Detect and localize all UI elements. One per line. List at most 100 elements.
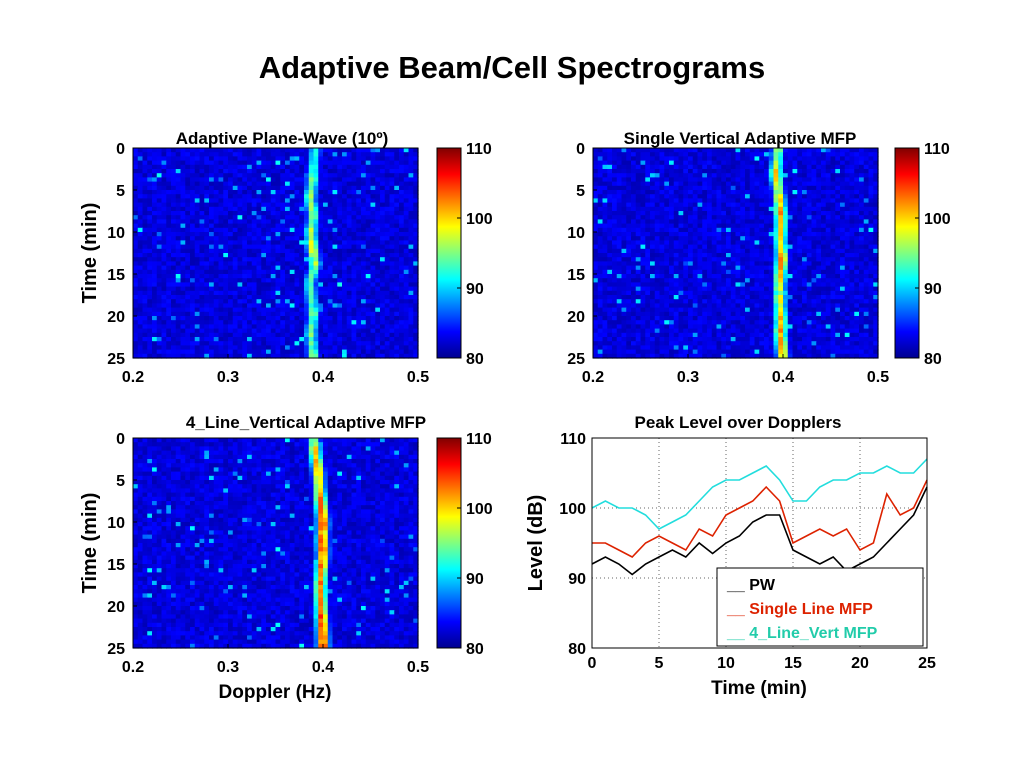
spectrogram-plane-wave-cell — [275, 282, 281, 288]
spectrogram-single-vertical-cell — [640, 181, 646, 187]
spectrogram-plane-wave-cell — [275, 202, 281, 208]
spectrogram-plane-wave-cell — [289, 257, 296, 262]
spectrogram-single-vertical-cell — [821, 202, 827, 208]
spectrogram-plane-wave-cell — [289, 173, 296, 178]
spectrogram-single-vertical-cell — [721, 278, 727, 283]
spectrogram-plane-wave-cell — [318, 148, 324, 153]
spectrogram-plane-wave-cell — [242, 198, 248, 204]
spectrogram-single-vertical-cell — [749, 198, 756, 204]
spectrogram-plane-wave-cell — [247, 328, 253, 334]
spectrogram-single-vertical-cell — [816, 206, 822, 212]
spectrogram-single-vertical-cell — [640, 261, 646, 267]
spectrogram-plane-wave-cell — [280, 253, 286, 258]
spectrogram-plane-wave-cell — [166, 148, 172, 153]
spectrogram-single-vertical-cell — [849, 185, 855, 191]
spectrogram-single-vertical-cell — [830, 240, 836, 246]
spectrogram-single-vertical-cell — [764, 248, 770, 254]
spectrogram-plane-wave-cell — [413, 160, 419, 166]
spectrogram-single-vertical-cell — [721, 240, 727, 246]
spectrogram-plane-wave-cell — [308, 236, 315, 241]
spectrogram-single-vertical-cell — [811, 240, 817, 246]
spectrogram-single-vertical-cell — [673, 240, 680, 246]
spectrogram-plane-wave-cell — [142, 282, 148, 288]
spectrogram-single-vertical-cell — [740, 194, 746, 199]
spectrogram-single-vertical-cell — [778, 148, 784, 153]
spectrogram-single-vertical-cell — [873, 227, 879, 233]
spectrogram-single-vertical-cell — [859, 215, 865, 220]
spectrogram-plane-wave-cell — [166, 160, 172, 166]
spectrogram-plane-wave-cell — [327, 341, 334, 346]
spectrogram-plane-wave-cell — [213, 173, 220, 178]
spectrogram-plane-wave-cell — [137, 160, 144, 166]
spectrogram-plane-wave-cell — [384, 261, 391, 267]
spectrogram-plane-wave-cell — [171, 299, 177, 304]
spectrogram-plane-wave-cell — [228, 148, 234, 153]
spectrogram-plane-wave-cell — [228, 257, 234, 262]
spectrogram-single-vertical-cell — [745, 160, 751, 166]
spectrogram-single-vertical-cell — [783, 253, 789, 258]
spectrogram-single-vertical-cell — [740, 227, 746, 233]
spectrogram-plane-wave-cell — [389, 253, 395, 258]
spectrogram-single-vertical-cell — [635, 198, 642, 204]
spectrogram-plane-wave-cell — [133, 211, 139, 216]
spectrogram-plane-wave-cell — [147, 232, 153, 237]
spectrogram-single-vertical-cell — [688, 211, 694, 216]
spectrogram-single-vertical-cell — [773, 156, 779, 162]
spectrogram-plane-wave-cell — [190, 240, 196, 246]
spectrogram-single-vertical-cell — [602, 206, 608, 212]
spectrogram-plane-wave-cell — [327, 311, 334, 317]
spectrogram-single-vertical-cell — [730, 253, 737, 258]
spectrogram-plane-wave-cell — [152, 345, 158, 351]
spectrogram-single-vertical-cell — [735, 282, 741, 288]
spectrogram-plane-wave-cell — [266, 345, 272, 351]
spectrogram-single-vertical-cell — [840, 206, 846, 212]
spectrogram-plane-wave-cell — [190, 244, 196, 250]
spectrogram-single-vertical-cell — [859, 223, 865, 229]
spectrogram-single-vertical-cell — [854, 156, 860, 162]
spectrogram-plane-wave-cell — [232, 311, 239, 317]
spectrogram-plane-wave-cell — [356, 173, 362, 178]
spectrogram-plane-wave-cell — [299, 240, 305, 246]
spectrogram-plane-wave-cell — [161, 320, 167, 325]
spectrogram-plane-wave-cell — [142, 349, 148, 355]
spectrogram-plane-wave-cell — [180, 194, 186, 199]
spectrogram-plane-wave-cell — [171, 236, 177, 241]
spectrogram-plane-wave-cell — [403, 181, 410, 187]
spectrogram-plane-wave-cell — [237, 332, 243, 338]
spectrogram-single-vertical-cell — [778, 244, 784, 250]
spectrogram-plane-wave-cell — [156, 307, 163, 313]
spectrogram-plane-wave-cell — [356, 299, 362, 304]
spectrogram-plane-wave-cell — [403, 274, 410, 279]
spectrogram-single-vertical-cell — [778, 278, 784, 283]
spectrogram-plane-wave-cell — [256, 223, 262, 229]
spectrogram-plane-wave-cell — [403, 337, 410, 342]
spectrogram-single-vertical-cell — [721, 211, 727, 216]
spectrogram-plane-wave-cell — [346, 202, 353, 208]
spectrogram-plane-wave-cell — [209, 198, 215, 204]
spectrogram-plane-wave-cell — [375, 227, 381, 233]
spectrogram-plane-wave-cell — [323, 295, 329, 300]
spectrogram-single-vertical-cell — [792, 190, 798, 195]
spectrogram-plane-wave-cell — [304, 286, 310, 292]
spectrogram-single-vertical-cell — [645, 206, 651, 212]
spectrogram-single-vertical-cell — [802, 169, 808, 174]
spectrogram-plane-wave-cell — [384, 194, 391, 199]
spectrogram-plane-wave-cell — [142, 261, 148, 267]
spectrogram-single-vertical-cell — [806, 248, 813, 254]
spectrogram-plane-wave-cell — [346, 282, 353, 288]
spectrogram-plane-wave-cell — [346, 269, 353, 275]
spectrogram-plane-wave-cell — [251, 278, 258, 283]
spectrogram-single-vertical-cell — [597, 156, 604, 162]
spectrogram-single-vertical-cell — [840, 274, 846, 279]
spectrogram-single-vertical-cell — [745, 215, 751, 220]
spectrogram-plane-wave-cell — [294, 219, 300, 225]
spectrogram-plane-wave-cell — [204, 307, 210, 313]
spectrogram-plane-wave-cell — [337, 177, 343, 183]
spectrogram-single-vertical-cell — [778, 232, 784, 237]
spectrogram-plane-wave-cell — [242, 219, 248, 225]
spectrogram-single-vertical-cell — [802, 219, 808, 225]
spectrogram-plane-wave-cell — [299, 349, 305, 355]
spectrogram-single-vertical-cell — [654, 253, 661, 258]
spectrogram-plane-wave-cell — [399, 190, 405, 195]
spectrogram-plane-wave-cell — [175, 337, 182, 342]
